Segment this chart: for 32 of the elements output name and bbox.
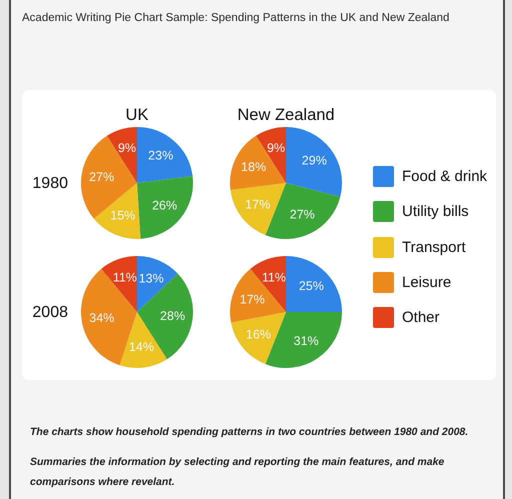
data-label: 34% (89, 311, 114, 326)
chart-title: UK (124, 105, 150, 125)
legend-label: Transport (402, 238, 466, 258)
legend-label: Utility bills (402, 202, 469, 222)
text: Academic Writing Pie Chart Sample: Spending Patterns in the UK and New Zealand (22, 11, 450, 26)
data-label: 16% (246, 327, 271, 342)
data-label: 31% (294, 334, 319, 348)
data-label: 27% (89, 170, 114, 184)
data-label: 9% (118, 141, 136, 156)
data-label: 18% (241, 160, 266, 174)
data-label: 11% (112, 270, 137, 285)
text: 2008 (31, 303, 68, 323)
legend-label: Other (402, 308, 440, 328)
data-label: 25% (298, 279, 324, 294)
data-label: 26% (152, 198, 178, 212)
data-label: 27% (290, 207, 315, 222)
data-label: 17% (240, 292, 265, 306)
text: Summaries the information by selecting and reporting the main features, and make comparisons where revelant. (30, 455, 446, 490)
data-label: 14% (128, 340, 154, 354)
data-label: 15% (110, 208, 136, 222)
text: 1980 (31, 174, 68, 194)
data-label: 13% (138, 272, 164, 286)
data-label: 28% (160, 308, 186, 323)
data-label: 17% (245, 197, 270, 212)
data-label: 9% (266, 141, 286, 156)
data-label: 11% (262, 270, 286, 285)
data-label: 29% (302, 153, 327, 168)
chart-title: New Zealand (236, 105, 336, 125)
legend-label: Leisure (402, 272, 452, 293)
data-label: 23% (148, 148, 174, 163)
text: The charts show household spending patterns in two countries between 1980 and 2008. (30, 425, 470, 440)
legend-label: Food & drink (402, 167, 488, 187)
